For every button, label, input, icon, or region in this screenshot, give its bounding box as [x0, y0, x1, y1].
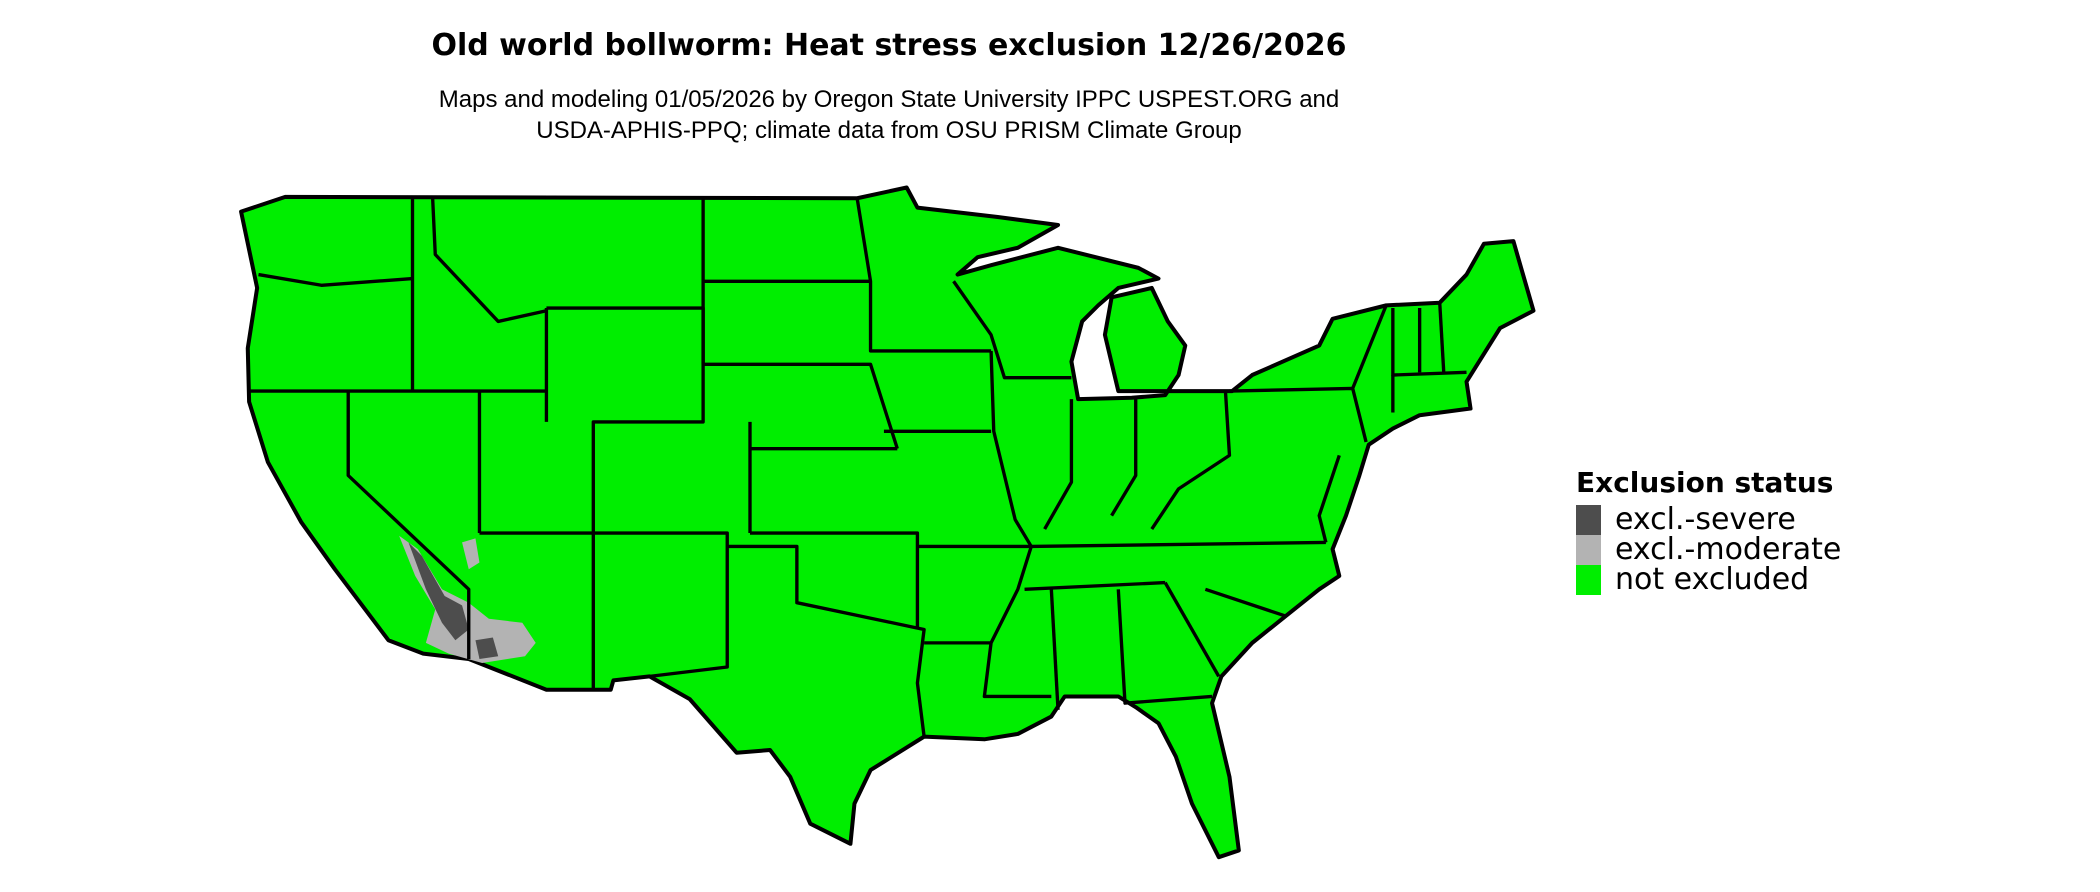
- legend-swatch-moderate: [1576, 535, 1601, 565]
- state-borders: [249, 196, 1467, 737]
- chart-subtitle: Maps and modeling 01/05/2026 by Oregon S…: [0, 84, 1778, 146]
- legend: Exclusion status excl.-severe excl.-mode…: [1576, 466, 1841, 595]
- legend-title: Exclusion status: [1576, 466, 1834, 499]
- legend-item-severe: excl.-severe: [1576, 505, 1841, 535]
- exclusion-areas: [399, 535, 536, 663]
- subtitle-line-1: Maps and modeling 01/05/2026 by Oregon S…: [438, 86, 1340, 113]
- legend-item-moderate: excl.-moderate: [1576, 535, 1841, 565]
- legend-label-not-excluded: not excluded: [1615, 562, 1810, 597]
- excl-moderate-area-ne: [462, 538, 480, 570]
- legend-item-not-excluded: not excluded: [1576, 565, 1841, 595]
- legend-label-moderate: excl.-moderate: [1615, 532, 1842, 567]
- chart-title: Old world bollworm: Heat stress exclusio…: [431, 28, 1347, 63]
- us-land-not-excluded: [239, 185, 1536, 860]
- excl-moderate-area: [399, 535, 536, 663]
- subtitle-line-2: USDA-APHIS-PPQ; climate data from OSU PR…: [536, 117, 1242, 144]
- excl-severe-area: [408, 542, 469, 641]
- legend-label-severe: excl.-severe: [1615, 502, 1796, 537]
- legend-swatch-severe: [1576, 505, 1601, 535]
- excl-severe-area-south: [475, 637, 499, 659]
- legend-swatch-not-excluded: [1576, 565, 1601, 595]
